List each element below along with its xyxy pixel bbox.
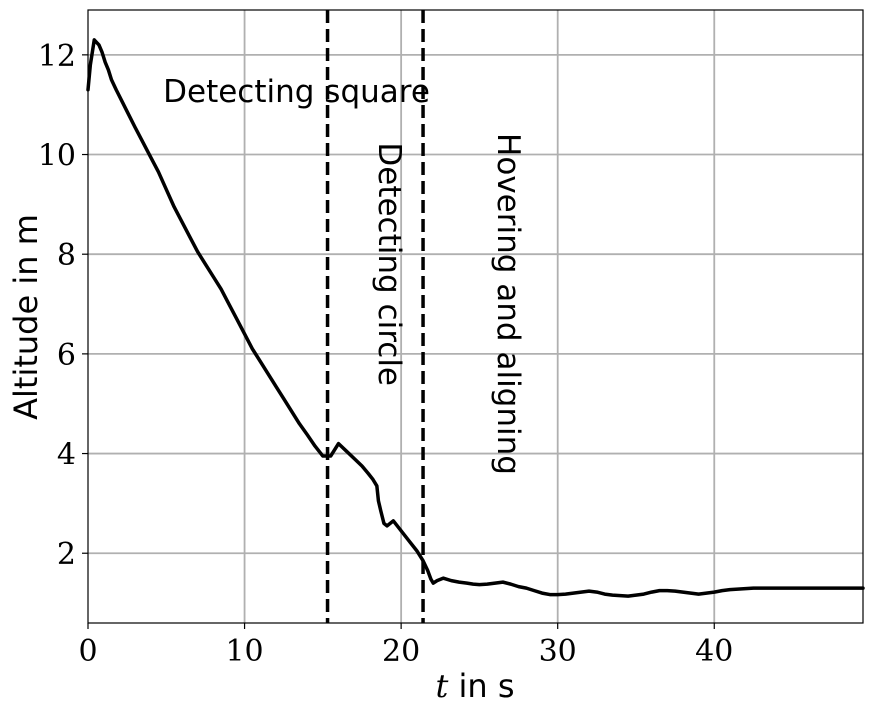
y-axis-title: Altitude in m <box>7 214 45 420</box>
y-tick-label: 12 <box>38 39 76 74</box>
x-tick-label: 40 <box>695 634 733 669</box>
x-axis-title: t in s <box>435 667 514 705</box>
y-tick-label: 4 <box>57 438 76 473</box>
x-tick-label: 20 <box>382 634 420 669</box>
x-tick-label: 0 <box>78 634 97 669</box>
x-axis-variable: t <box>435 667 448 705</box>
y-tick-label: 6 <box>57 338 76 373</box>
grid-lines <box>88 10 863 623</box>
plot-frame <box>87 9 864 624</box>
x-axis-ticks: 0 10 20 30 40 <box>78 623 733 669</box>
phase-boundaries <box>325 10 425 623</box>
y-axis-ticks: 2 4 6 8 10 12 <box>38 39 88 572</box>
y-tick-label: 2 <box>57 537 76 572</box>
phase-annotation: Hovering and aligning <box>490 133 526 475</box>
x-axis-unit-text: in s <box>448 667 514 705</box>
phase-annotation: Detecting square <box>163 74 430 110</box>
x-tick-label: 30 <box>539 634 577 669</box>
x-tick-label: 10 <box>225 634 263 669</box>
altitude-line <box>86 38 865 598</box>
y-tick-label: 8 <box>57 238 76 273</box>
series-layer <box>86 38 865 598</box>
y-tick-label: 10 <box>38 139 76 174</box>
phase-annotation: Detecting circle <box>371 142 407 386</box>
phase-annotations: Detecting square Detecting circle Hovering… <box>163 74 526 475</box>
